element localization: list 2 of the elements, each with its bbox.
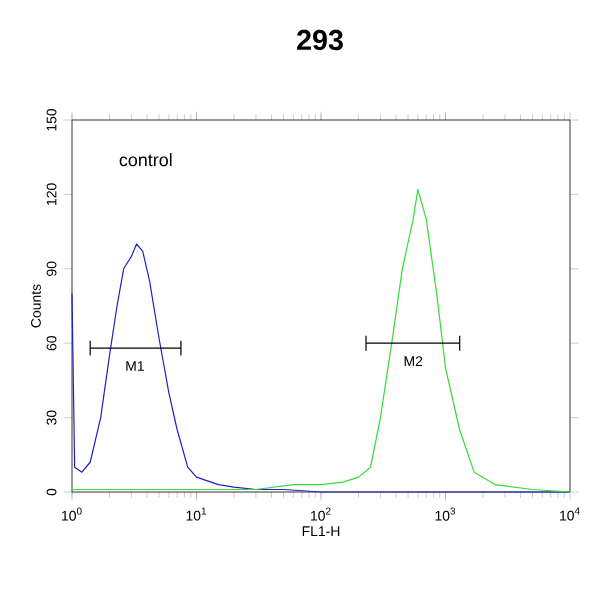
annotation: control [119, 153, 172, 167]
chart-title: 293 [297, 29, 343, 51]
